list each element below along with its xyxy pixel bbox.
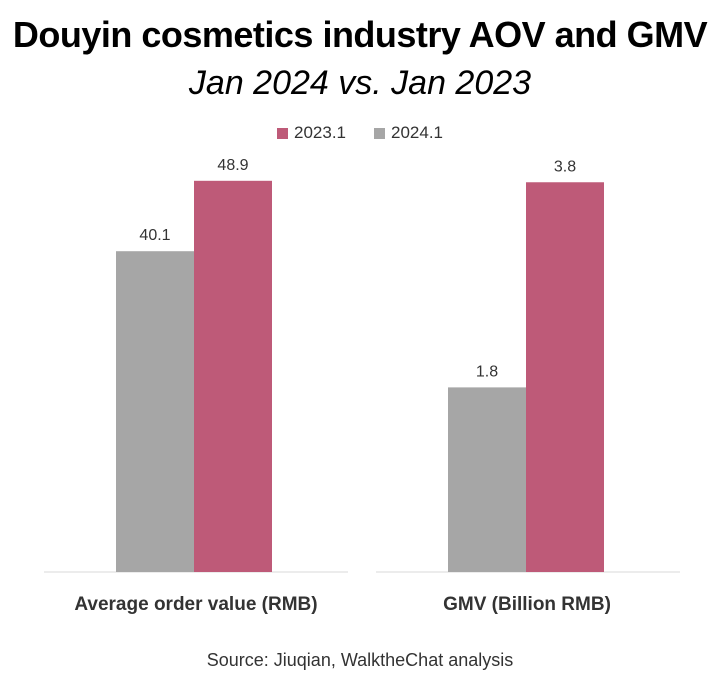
data-label-1-2023.1: 3.8 xyxy=(554,158,576,175)
chart-title: Douyin cosmetics industry AOV and GMV xyxy=(12,14,708,55)
data-label-0-2023.1: 48.9 xyxy=(217,157,248,174)
x-axis-label-0: Average order value (RMB) xyxy=(74,594,317,615)
legend-item-2024: 2024.1 xyxy=(374,123,443,143)
legend-swatch-2024 xyxy=(374,127,385,139)
source-note: Source: Jiuqian, WalktheChat analysis xyxy=(206,650,514,670)
legend-label-2023: 2023.1 xyxy=(294,123,346,142)
bar-0-2023.1 xyxy=(194,180,272,573)
legend-item-2023: 2023.1 xyxy=(277,123,346,143)
data-label-1-2024.1: 1.8 xyxy=(476,363,498,380)
legend-swatch-2023 xyxy=(277,127,288,139)
x-axis-label-1: GMV (Billion RMB) xyxy=(443,594,611,615)
bar-1-2024.1 xyxy=(448,387,526,572)
legend: 2023.1 2024.1 xyxy=(0,123,720,143)
legend-label-2024: 2024.1 xyxy=(391,123,443,142)
data-label-0-2024.1: 40.1 xyxy=(139,227,170,244)
bar-0-2024.1 xyxy=(116,251,194,572)
bar-1-2023.1 xyxy=(526,182,604,572)
chart-subtitle: Jan 2024 vs. Jan 2023 xyxy=(188,64,532,102)
